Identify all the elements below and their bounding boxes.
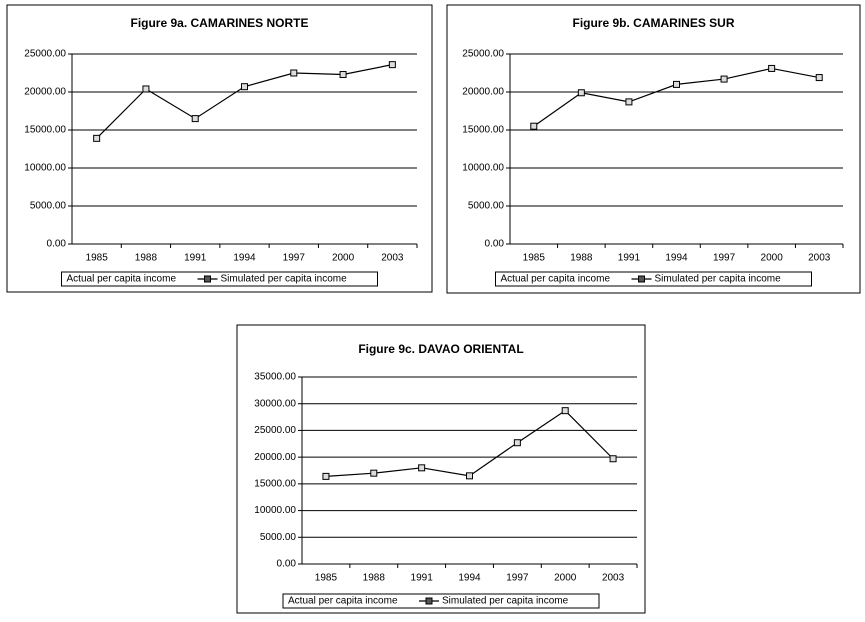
x-tick-label: 1988 [570,253,593,264]
legend-label: Actual per capita income [67,274,177,285]
legend-box [61,271,378,287]
y-tick-label: 0.00 [47,239,67,250]
x-tick-label: 2003 [808,253,831,264]
x-tick-label: 1997 [283,253,306,264]
actual-marker [768,64,776,72]
actual-marker [290,69,298,77]
actual-marker [241,83,248,91]
y-tick-label: 35000.00 [254,372,296,383]
actual-marker [530,122,538,130]
actual-marker [370,469,378,477]
chart-title: Figure 9c. DAVAO ORIENTAL [358,342,523,356]
x-tick-label: 2003 [602,573,625,584]
y-tick-label: 25000.00 [254,425,296,436]
legend-label: Simulated per capita income [221,274,348,285]
actual-marker [609,455,617,463]
legend-box [282,593,600,609]
chart-frame [446,4,861,294]
actual-marker [625,98,633,106]
actual-marker [513,439,521,447]
y-tick-label: 5000.00 [468,201,505,212]
legend-marker [204,275,211,283]
actual-marker [388,61,396,69]
legend-marker [425,597,433,605]
x-tick-label: 2003 [381,253,404,264]
actual-marker [561,407,569,415]
x-tick-label: 2000 [332,253,355,264]
legend-label: Simulated per capita income [655,274,782,285]
legend-label: Simulated per capita income [442,596,569,607]
legend-label: Actual per capita income [501,274,611,285]
x-tick-label: 1991 [411,573,434,584]
legend-marker [638,275,645,283]
actual-marker [142,85,150,93]
y-tick-label: 15000.00 [462,125,504,136]
y-tick-label: 20000.00 [462,87,504,98]
chart-frame [6,4,433,293]
chart-title: Figure 9a. CAMARINES NORTE [130,16,308,30]
y-tick-label: 15000.00 [254,478,296,489]
y-tick-label: 10000.00 [462,163,504,174]
x-tick-label: 2000 [761,253,784,264]
x-tick-label: 1991 [618,253,641,264]
x-tick-label: 1988 [135,253,158,264]
actual-marker [191,115,199,123]
x-tick-label: 1997 [506,573,529,584]
y-tick-label: 30000.00 [254,398,296,409]
actual-marker [720,75,728,83]
y-tick-label: 10000.00 [254,505,296,516]
y-tick-label: 25000.00 [24,49,66,60]
x-tick-label: 1994 [665,253,688,264]
simulated-line [96,64,393,139]
actual-marker [93,134,101,142]
x-tick-label: 1994 [233,253,256,264]
legend-label: Actual per capita income [288,596,398,607]
actual-marker [673,80,680,88]
y-tick-label: 25000.00 [462,49,504,60]
x-tick-label: 2000 [554,573,577,584]
actual-marker [339,71,347,79]
simulated-line [533,67,820,127]
y-tick-label: 5000.00 [260,532,297,543]
y-tick-label: 0.00 [485,239,505,250]
x-tick-label: 1985 [523,253,546,264]
actual-marker [418,464,426,472]
x-tick-label: 1991 [184,253,207,264]
y-tick-label: 5000.00 [30,201,67,212]
chart-title: Figure 9b. CAMARINES SUR [572,16,734,30]
actual-marker [466,472,473,480]
x-tick-label: 1985 [315,573,338,584]
y-tick-label: 15000.00 [24,125,66,136]
actual-marker [322,472,330,480]
simulated-line [325,409,614,477]
actual-marker [577,89,585,97]
x-tick-label: 1988 [363,573,386,584]
y-tick-label: 20000.00 [254,452,296,463]
x-tick-label: 1997 [713,253,736,264]
y-tick-label: 10000.00 [24,163,66,174]
actual-marker [815,74,823,82]
x-tick-label: 1994 [458,573,481,584]
y-tick-label: 20000.00 [24,87,66,98]
y-tick-label: 0.00 [277,559,297,570]
x-tick-label: 1985 [86,253,109,264]
legend-box [495,271,812,287]
chart-frame [236,324,646,614]
